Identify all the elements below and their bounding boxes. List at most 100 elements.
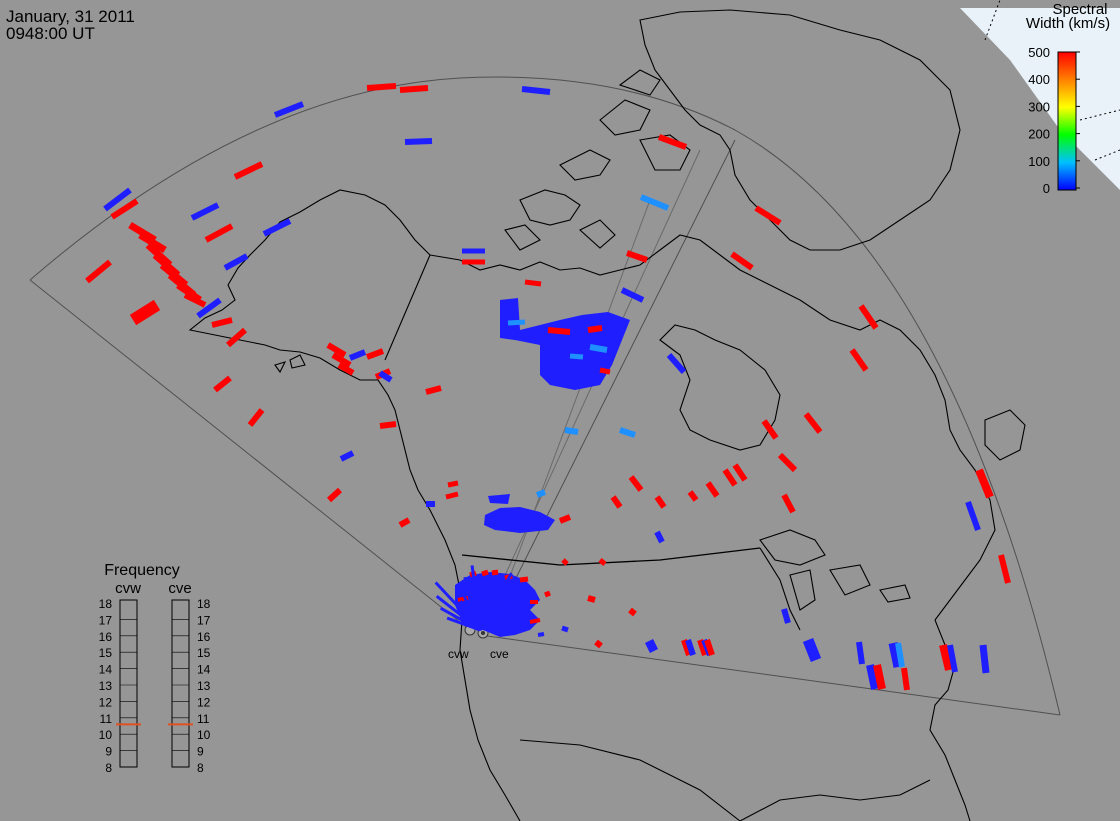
echo-cell — [190, 202, 220, 221]
frequency-tick-label-cvw: 15 — [99, 646, 113, 660]
colorbar-tick-label: 400 — [1028, 72, 1050, 87]
radar-site-cvw-label: cvw — [448, 647, 469, 661]
echo-cell — [569, 353, 584, 360]
echo-cluster — [488, 494, 510, 504]
echo-cell — [599, 367, 611, 375]
frequency-tick-label-cve: 13 — [197, 679, 211, 693]
echo-cell — [226, 327, 247, 348]
echo-cell — [704, 639, 715, 656]
echo-cell — [732, 463, 748, 482]
echo-cell — [129, 299, 161, 326]
echo-cell — [866, 664, 879, 690]
echo-cell — [777, 452, 798, 473]
echo-cell — [529, 618, 541, 624]
echo-cell — [687, 490, 699, 502]
radar-site-cve-label: cve — [490, 647, 509, 661]
echo-cell — [939, 644, 953, 671]
echo-cell — [110, 198, 139, 220]
echo-cell — [685, 639, 696, 656]
echo-cell — [331, 352, 352, 368]
echo-beam — [478, 598, 514, 632]
echo-cell — [519, 576, 529, 583]
echo-cell — [722, 468, 738, 487]
frequency-tick-label-cvw: 9 — [105, 745, 112, 759]
frequency-tick-label-cve: 14 — [197, 663, 211, 677]
echo-cell — [619, 427, 636, 438]
echo-cell — [339, 450, 355, 462]
echo-cell — [626, 250, 648, 263]
colorbar-tick-label: 200 — [1028, 127, 1050, 142]
echo-cell — [425, 385, 442, 395]
frequency-tick-label-cve: 11 — [197, 712, 210, 726]
colorbar-tick-label: 300 — [1028, 99, 1050, 114]
echo-cell — [781, 493, 796, 514]
echo-cell — [183, 292, 207, 308]
frequency-tick-label-cvw: 14 — [99, 663, 113, 677]
colorbar-scale — [1057, 51, 1077, 191]
colorbar-title-line1: Spectral — [1052, 1, 1107, 18]
frequency-tick-label-cve: 16 — [197, 630, 211, 644]
frequency-tick-label-cve: 8 — [197, 761, 204, 775]
echo-cell — [594, 639, 603, 649]
echo-cell — [901, 667, 910, 691]
upper-right-region — [960, 8, 1120, 190]
echo-cell — [211, 317, 233, 328]
frequency-tick-label-cve: 18 — [197, 597, 211, 611]
echo-cell — [730, 251, 754, 271]
frequency-tick-label-cve: 10 — [197, 728, 211, 742]
echo-cell — [654, 495, 667, 509]
date-label: January, 31 2011 — [6, 7, 135, 26]
echo-cluster — [484, 507, 555, 533]
echo-cell — [965, 500, 981, 532]
timestamp-header: January, 31 2011 0948:00 UT — [6, 8, 135, 42]
echo-cell — [521, 86, 551, 95]
colorbar-title-line2: Width (km/s) — [1026, 15, 1110, 32]
frequency-tick-label-cve: 9 — [197, 745, 204, 759]
echo-cell — [947, 644, 958, 673]
echo-cell — [803, 412, 823, 434]
echo-cell — [537, 632, 545, 637]
echo-cell — [399, 85, 429, 93]
echo-cell — [564, 427, 579, 435]
echo-cell — [873, 664, 886, 690]
echo-cell — [204, 223, 234, 243]
echo-cell — [587, 325, 603, 333]
coastlines — [188, 9, 1026, 821]
frequency-tick-label-cvw: 17 — [99, 613, 113, 627]
frequency-tick-label-cve: 15 — [197, 646, 211, 660]
echo-cell — [491, 569, 499, 576]
echo-cell — [337, 362, 355, 376]
frequency-tick-label-cvw: 11 — [100, 712, 113, 726]
echo-cell — [998, 554, 1011, 584]
echo-cell — [507, 319, 526, 326]
echo-cell — [598, 558, 607, 566]
echo-cell — [620, 287, 645, 303]
echo-cell — [666, 353, 687, 374]
echo-cell — [975, 468, 994, 499]
echo-cell — [544, 590, 551, 598]
echo-cell — [233, 161, 264, 180]
echo-cell — [213, 375, 232, 393]
echo-cell — [445, 491, 459, 500]
echo-cell — [481, 569, 489, 577]
frequency-tick-label-cve: 17 — [197, 613, 211, 627]
echo-cell — [705, 481, 720, 498]
echo-cell — [561, 558, 569, 566]
echo-beam — [434, 581, 482, 632]
echo-cell — [858, 304, 879, 330]
echo-cell — [849, 348, 869, 372]
echo-cell — [138, 231, 167, 254]
frequency-tick-label-cvw: 8 — [105, 761, 112, 775]
echo-cell — [856, 641, 865, 665]
echo-cell — [262, 218, 292, 237]
echo-cell — [398, 517, 411, 528]
frequency-panel: Frequency cvw cve 18 18 17 17 16 16 15 15 14 14 13… — [99, 562, 211, 775]
echo-cell — [754, 205, 782, 226]
echo-cell — [657, 134, 688, 150]
frequency-tick-label-cvw: 10 — [99, 728, 113, 742]
echo-cell — [103, 187, 132, 212]
echo-cell — [610, 495, 623, 509]
colorbar-tick-label: 100 — [1028, 154, 1050, 169]
